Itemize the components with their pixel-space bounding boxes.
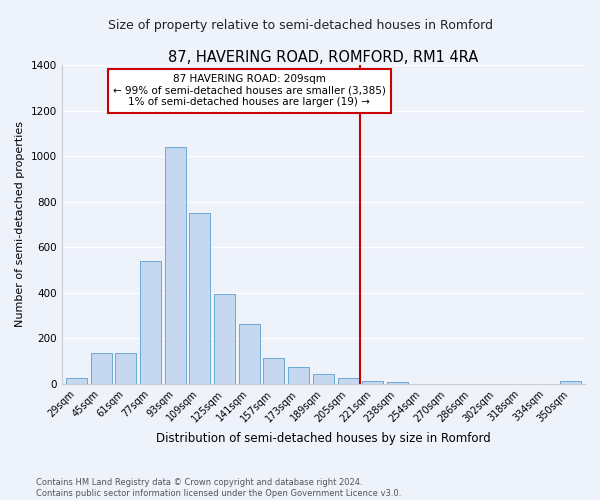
Y-axis label: Number of semi-detached properties: Number of semi-detached properties: [15, 122, 25, 328]
Bar: [115, 353, 136, 384]
Text: Contains HM Land Registry data © Crown copyright and database right 2024.
Contai: Contains HM Land Registry data © Crown c…: [36, 478, 401, 498]
Bar: [560, 380, 581, 384]
Title: 87, HAVERING ROAD, ROMFORD, RM1 4RA: 87, HAVERING ROAD, ROMFORD, RM1 4RA: [168, 50, 478, 65]
Text: Size of property relative to semi-detached houses in Romford: Size of property relative to semi-detach…: [107, 20, 493, 32]
Bar: [165, 147, 186, 384]
Bar: [263, 358, 284, 384]
Bar: [190, 213, 211, 384]
Bar: [362, 380, 383, 384]
Bar: [338, 378, 359, 384]
Bar: [313, 374, 334, 384]
Bar: [387, 382, 408, 384]
Bar: [91, 353, 112, 384]
Bar: [214, 294, 235, 384]
Bar: [288, 367, 309, 384]
Bar: [140, 261, 161, 384]
Text: 87 HAVERING ROAD: 209sqm
← 99% of semi-detached houses are smaller (3,385)
1% of: 87 HAVERING ROAD: 209sqm ← 99% of semi-d…: [113, 74, 386, 108]
Bar: [66, 378, 87, 384]
Bar: [239, 324, 260, 384]
X-axis label: Distribution of semi-detached houses by size in Romford: Distribution of semi-detached houses by …: [156, 432, 491, 445]
